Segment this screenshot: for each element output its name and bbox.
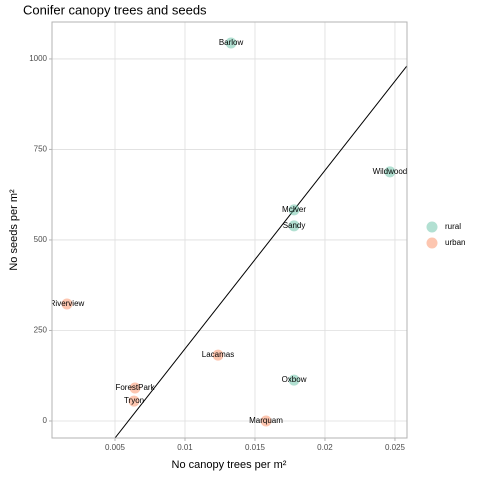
y-axis-label: No seeds per m²	[8, 189, 20, 271]
point	[288, 374, 300, 386]
point-label: Barlow	[219, 38, 244, 47]
legend-label: urban	[445, 238, 465, 247]
plot-area: Barlow Wildwood McIver Sandy Oxbow Riverview L…	[50, 37, 408, 438]
y-tick-label: 1000	[29, 54, 47, 63]
panel-border	[51, 21, 408, 439]
legend-label: rural	[445, 222, 461, 231]
legend-swatch	[426, 237, 438, 249]
trend-line	[114, 65, 407, 438]
point	[129, 382, 141, 394]
x-tick-label: 0.02	[317, 443, 333, 452]
legend-swatch	[426, 221, 438, 233]
point	[128, 395, 140, 407]
point-label: Wildwood	[373, 167, 408, 176]
point-label: Oxbow	[282, 375, 307, 384]
x-axis-label: No canopy trees per m²	[172, 459, 287, 471]
y-tick-label: 500	[34, 235, 48, 244]
point-label: Tryon	[124, 396, 144, 405]
y-tick-label: 0	[43, 416, 48, 425]
point-label: Sandy	[283, 221, 306, 230]
point	[212, 349, 224, 361]
x-tick-label: 0.025	[385, 443, 406, 452]
chart-title: Conifer canopy trees and seeds	[23, 2, 207, 17]
x-tick-label: 0.005	[105, 443, 126, 452]
point	[260, 415, 272, 427]
point-label: Marquam	[249, 416, 283, 425]
point-label: Lacamas	[202, 350, 234, 359]
point-label: Riverview	[50, 299, 85, 308]
y-tick-label: 250	[34, 326, 48, 335]
y-tick-label: 750	[34, 145, 48, 154]
point	[225, 37, 237, 49]
point	[288, 204, 300, 216]
point	[288, 220, 300, 232]
point	[61, 298, 73, 310]
x-tick-label: 0.015	[245, 443, 266, 452]
x-tick-label: 0.01	[177, 443, 193, 452]
legend: rural urban	[426, 221, 465, 249]
point-label: ForestPark	[115, 383, 155, 392]
point	[384, 166, 396, 178]
point-label: McIver	[282, 205, 306, 214]
